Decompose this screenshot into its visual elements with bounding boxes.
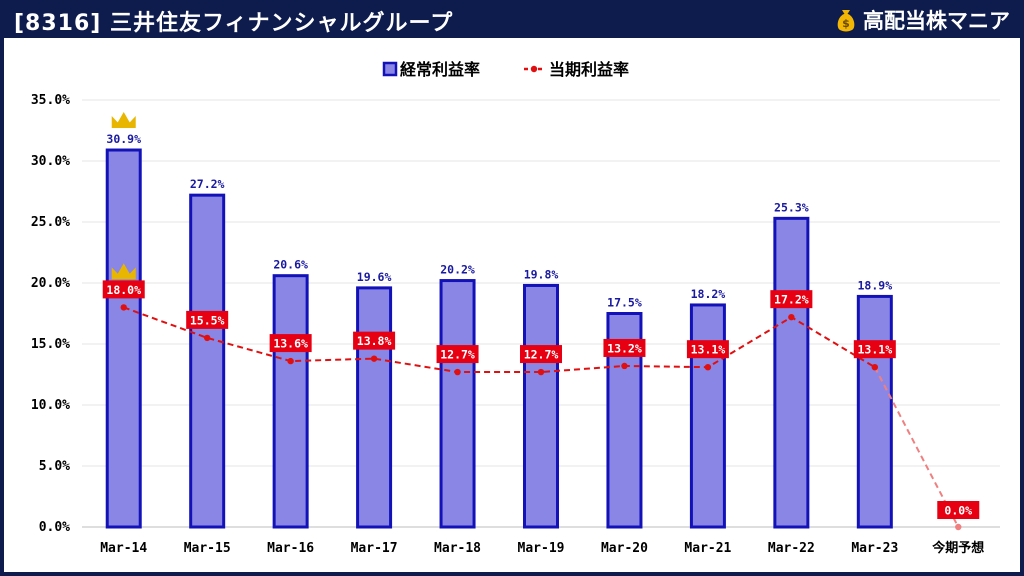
line-label-bg xyxy=(853,340,896,359)
x-tick-label: Mar-20 xyxy=(601,541,648,556)
crown-icon xyxy=(111,112,136,129)
crown-icon xyxy=(111,263,136,280)
line-label-bg xyxy=(770,290,813,309)
bar-data-label: 18.9% xyxy=(858,278,893,292)
bar xyxy=(856,294,893,529)
bar-data-label: 19.8% xyxy=(524,267,559,281)
x-tick-label: Mar-16 xyxy=(267,541,314,556)
legend-swatch-bar xyxy=(382,61,398,77)
y-tick-label: 0.0% xyxy=(39,520,70,535)
x-tick-label: Mar-22 xyxy=(768,541,815,556)
line-data-label: 0.0% xyxy=(944,504,972,518)
line-label-bg xyxy=(686,340,729,359)
x-tick-label: Mar-17 xyxy=(351,541,398,556)
line-data-label: 15.5% xyxy=(190,313,225,327)
y-tick-label: 30.0% xyxy=(31,154,70,169)
line-series: 18.0% 15.5% 13.6% 13.8% 12.7% 12.7% 13.2% 13.1%… xyxy=(102,112,980,531)
bar-data-label: 25.3% xyxy=(774,200,809,214)
x-tick-label: Mar-18 xyxy=(434,541,481,556)
legend-swatch-point xyxy=(530,65,538,73)
bar-data-label: 18.2% xyxy=(691,287,726,301)
y-tick-label: 10.0% xyxy=(31,398,70,413)
line-point xyxy=(871,363,879,371)
bar-data-label: 19.6% xyxy=(357,270,392,284)
line-data-label: 17.2% xyxy=(774,293,809,307)
line-data-label: 13.8% xyxy=(357,334,392,348)
bar-data-label: 20.6% xyxy=(273,258,308,272)
line-point xyxy=(955,523,962,531)
legend: 経常利益率 当期利益率 xyxy=(382,60,629,79)
x-tick-label: 今期予想 xyxy=(931,540,984,556)
svg-text:$: $ xyxy=(842,17,850,30)
bar-data-label: 20.2% xyxy=(440,263,475,277)
bar xyxy=(523,283,559,529)
brand-name: 高配当株マニア xyxy=(863,9,1010,33)
bar xyxy=(356,286,393,529)
bar xyxy=(773,216,810,529)
line-point xyxy=(120,304,127,311)
bar xyxy=(439,279,476,529)
y-axis: 0.0% 5.0% 10.0% 15.0% 20.0% 25.0% 30.0% 35.0% xyxy=(31,93,70,535)
line-point xyxy=(704,363,712,371)
chart-svg: 0.0% 5.0% 10.0% 15.0% 20.0% 25.0% 30.0% 35.0% 3… xyxy=(31,60,1000,556)
bar xyxy=(272,274,309,529)
line-label-bg xyxy=(603,338,646,357)
y-tick-label: 25.0% xyxy=(31,215,70,230)
chart-title: [8316] 三井住友フィナンシャルグループ xyxy=(14,11,454,36)
legend-label-line: 当期利益率 xyxy=(549,60,629,79)
line-point xyxy=(454,368,461,376)
line-data-label: 12.7% xyxy=(524,348,559,362)
bar xyxy=(105,148,142,529)
bar xyxy=(189,193,226,529)
line-data-label: 13.2% xyxy=(607,341,642,355)
line-label-bg xyxy=(937,501,980,519)
line-point xyxy=(621,362,628,370)
line-point xyxy=(370,355,378,362)
line-label-bg xyxy=(186,310,229,329)
line-label-bg xyxy=(353,331,396,350)
x-tick-label: Mar-23 xyxy=(851,541,898,556)
line-data-label: 13.1% xyxy=(691,343,726,357)
bar-data-label: 17.5% xyxy=(607,296,642,310)
y-tick-label: 35.0% xyxy=(31,93,70,108)
bar-data-label: 30.9% xyxy=(106,132,141,146)
forecast-line-path xyxy=(873,366,960,528)
line-path xyxy=(123,306,876,374)
line-label-bg xyxy=(102,280,145,299)
line-point xyxy=(287,357,294,365)
line-data-label: 13.1% xyxy=(858,343,893,357)
bar-data-label: 27.2% xyxy=(190,177,225,191)
x-tick-label: Mar-19 xyxy=(518,541,565,556)
line-label-bg xyxy=(520,345,562,364)
chart-panel: 0.0% 5.0% 10.0% 15.0% 20.0% 25.0% 30.0% 35.0% 3… xyxy=(4,38,1020,572)
header-bar: [8316] 三井住友フィナンシャルグループ $ 高配当株マニア xyxy=(0,0,1024,38)
x-tick-label: Mar-21 xyxy=(684,541,731,556)
x-tick-label: Mar-14 xyxy=(100,541,147,556)
line-data-label: 12.7% xyxy=(440,348,475,362)
y-tick-label: 5.0% xyxy=(39,459,70,474)
y-tick-label: 15.0% xyxy=(31,337,70,352)
line-data-label: 13.6% xyxy=(273,337,308,351)
x-tick-label: Mar-15 xyxy=(184,541,231,556)
brand-logo: $ 高配当株マニア xyxy=(835,5,1010,35)
line-data-label: 18.0% xyxy=(106,283,141,297)
line-point xyxy=(788,313,795,321)
line-point xyxy=(537,368,545,376)
x-axis: Mar-14 Mar-15 Mar-16 Mar-17 Mar-18 Mar-19 Mar-… xyxy=(100,540,984,556)
line-label-bg xyxy=(436,345,479,364)
y-tick-label: 20.0% xyxy=(31,276,70,291)
bar-series: 30.9% 27.2% 20.6% 19.6% 20.2% 19.8% 17.5% 18.2%… xyxy=(105,132,893,529)
bar xyxy=(689,303,726,529)
legend-label-bar: 経常利益率 xyxy=(400,60,480,79)
line-label-bg xyxy=(269,334,312,353)
money-bag-icon: $ xyxy=(837,10,855,32)
line-point xyxy=(203,334,211,342)
